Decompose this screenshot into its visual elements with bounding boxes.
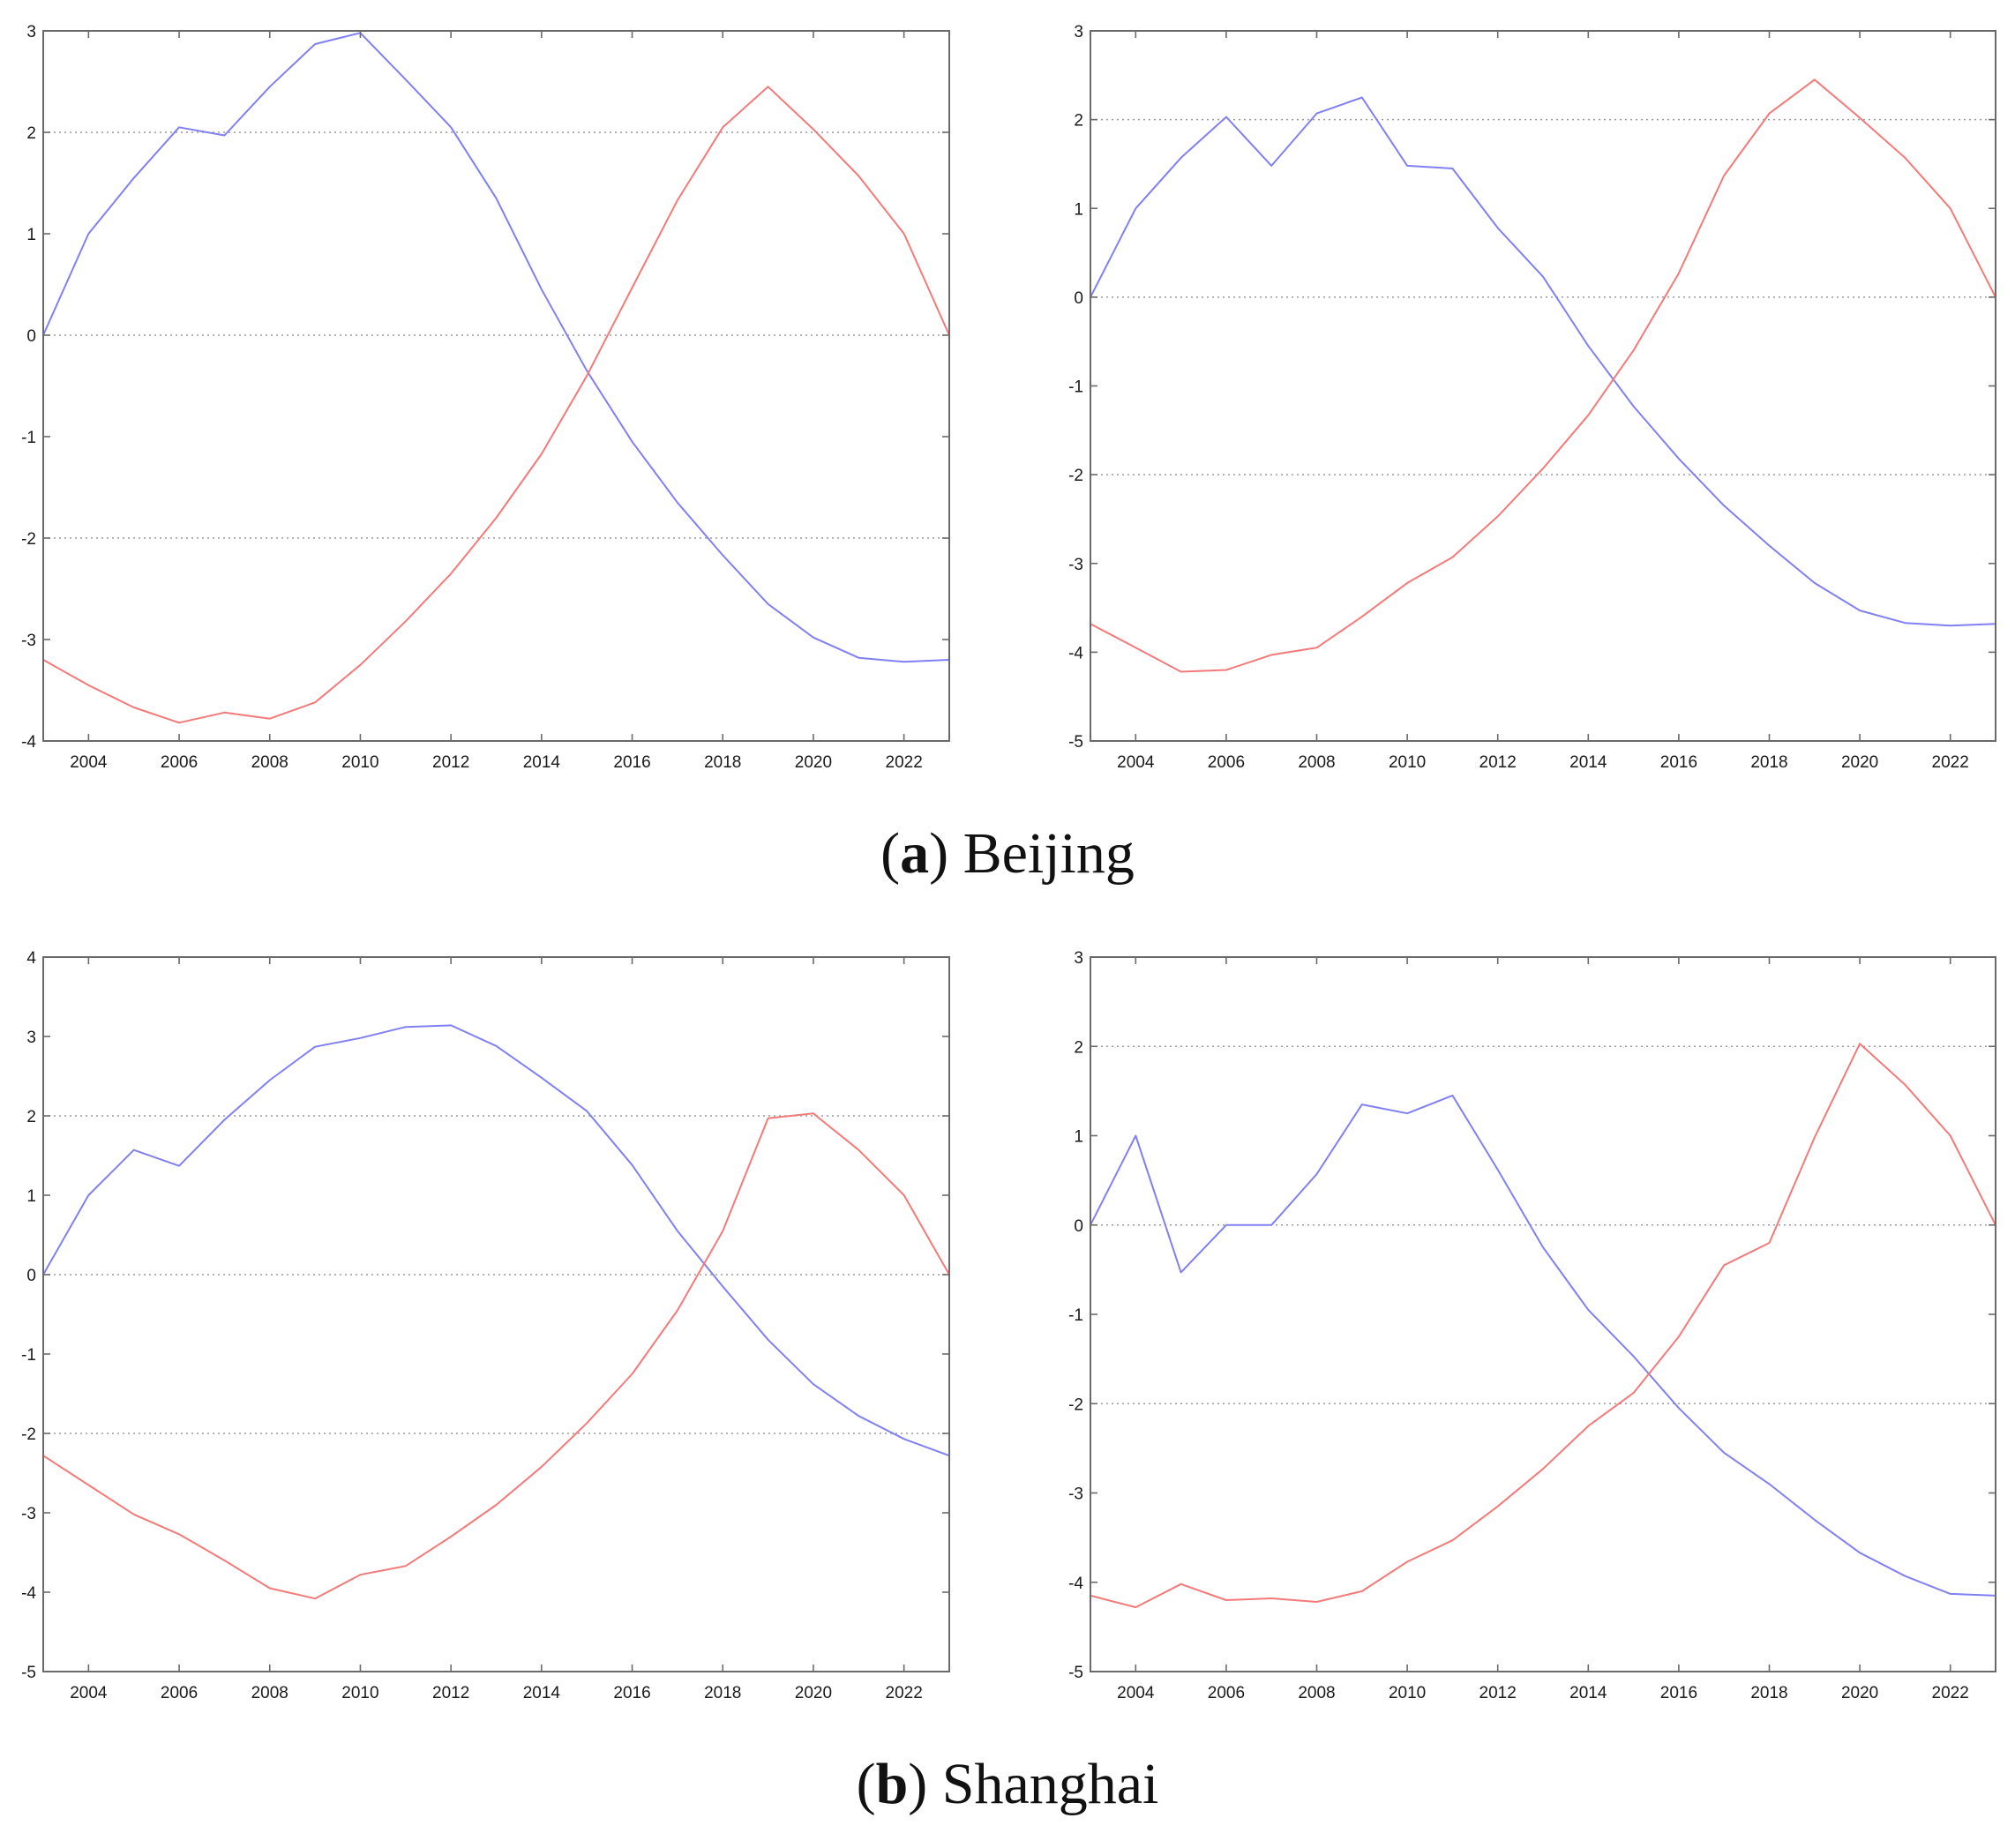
x-tick-label: 2022	[886, 753, 923, 772]
y-tick-label: 2	[26, 124, 36, 143]
x-tick-label: 2014	[523, 753, 561, 772]
x-tick-label: 2012	[1479, 1684, 1517, 1702]
x-tick-label: 2020	[1841, 1684, 1878, 1702]
y-tick-label: -2	[1068, 467, 1083, 485]
x-tick-label: 2010	[341, 753, 378, 772]
y-tick-label: 0	[1074, 289, 1083, 308]
series-line-2	[42, 1112, 950, 1600]
y-tick-label: -5	[1068, 733, 1083, 752]
x-tick-label: 2016	[1660, 753, 1697, 772]
x-tick-label: 2004	[70, 753, 108, 772]
y-tick-label: 1	[1074, 200, 1083, 219]
y-tick-label: 0	[26, 327, 36, 346]
y-tick-label: -3	[1068, 1485, 1083, 1504]
y-tick-label: -5	[21, 1664, 36, 1682]
y-tick-label: 2	[26, 1108, 36, 1126]
series-line-1	[1090, 96, 1996, 627]
x-tick-label: 2012	[432, 1684, 469, 1702]
x-tick-label: 2018	[1750, 1684, 1787, 1702]
x-tick-label: 2010	[341, 1684, 378, 1702]
caption-text-beijing: Beijing	[963, 821, 1135, 886]
plot-frame	[42, 956, 950, 1672]
caption-letter-b: b	[875, 1752, 909, 1816]
y-tick-label: 1	[26, 226, 36, 244]
y-tick-label: -3	[21, 632, 36, 650]
y-tick-label: -3	[1068, 556, 1083, 574]
x-tick-label: 2006	[161, 753, 198, 772]
y-tick-label: 1	[1074, 1128, 1083, 1147]
series-line-1	[42, 1024, 950, 1457]
x-tick-label: 2006	[1208, 1684, 1245, 1702]
x-tick-label: 2016	[1660, 1684, 1697, 1702]
y-tick-label: 3	[26, 23, 36, 41]
x-tick-label: 2018	[704, 753, 741, 772]
x-tick-label: 2012	[432, 753, 469, 772]
y-tick-label: 4	[26, 949, 36, 968]
series-line-1	[1090, 1094, 1996, 1597]
x-tick-label: 2018	[1750, 753, 1787, 772]
x-tick-label: 2020	[795, 753, 832, 772]
x-tick-label: 2008	[251, 1684, 288, 1702]
chart-panel-shanghai-right: 2004 2006 2008 2010 2012 2014 2016 2018 2020 2022…	[1068, 949, 1996, 1702]
x-tick-label: 2016	[613, 753, 650, 772]
caption-text-shanghai: Shanghai	[941, 1752, 1159, 1816]
x-tick-label: 2010	[1389, 1684, 1426, 1702]
x-tick-label: 2010	[1389, 753, 1426, 772]
y-tick-label: -1	[21, 429, 36, 447]
plot-frame	[42, 30, 950, 742]
x-tick-label: 2020	[795, 1684, 832, 1702]
y-tick-label: 3	[1074, 23, 1083, 41]
x-tick-label: 2004	[70, 1684, 108, 1702]
x-tick-label: 2022	[1932, 753, 1969, 772]
x-tick-label: 2006	[1208, 753, 1245, 772]
y-tick-label: -2	[21, 530, 36, 549]
series-line-2	[1090, 1043, 1996, 1609]
y-tick-label: -4	[21, 1584, 36, 1603]
x-tick-label: 2004	[1117, 753, 1155, 772]
caption-letter-a: a	[900, 821, 930, 886]
series-line-2	[1090, 79, 1996, 673]
plot-frame	[1090, 956, 1996, 1672]
y-tick-label: -4	[21, 733, 36, 752]
y-tick-label: -5	[1068, 1664, 1083, 1682]
x-tick-label: 2008	[1298, 753, 1335, 772]
y-tick-label: -4	[1068, 1575, 1083, 1593]
x-tick-label: 2008	[251, 753, 288, 772]
x-tick-label: 2020	[1841, 753, 1878, 772]
caption-shanghai: (b) Shanghai	[856, 1752, 1159, 1816]
series-line-1	[42, 32, 950, 663]
y-tick-label: 1	[26, 1187, 36, 1206]
y-tick-label: -1	[1068, 1306, 1083, 1325]
chart-panel-beijing-right: 2004 2006 2008 2010 2012 2014 2016 2018 2020 2022…	[1068, 23, 1996, 772]
y-tick-label: -3	[21, 1505, 36, 1523]
y-tick-label: 3	[26, 1029, 36, 1047]
chart-panel-shanghai-left: 2004 2006 2008 2010 2012 2014 2016 2018 2020 2022…	[21, 949, 950, 1702]
y-tick-label: -4	[1068, 644, 1083, 662]
y-tick-label: 2	[1074, 1038, 1083, 1057]
chart-panel-beijing-left: 2004 2006 2008 2010 2012 2014 2016 2018 2020 2022…	[21, 23, 950, 772]
x-tick-label: 2014	[523, 1684, 561, 1702]
caption-beijing: (a) Beijing	[880, 821, 1135, 886]
y-tick-label: 0	[26, 1267, 36, 1285]
plot-frame	[1090, 30, 1996, 742]
y-tick-label: 2	[1074, 112, 1083, 131]
y-tick-label: 3	[1074, 949, 1083, 968]
x-tick-label: 2016	[613, 1684, 650, 1702]
y-tick-label: -1	[21, 1346, 36, 1365]
x-tick-label: 2014	[1569, 753, 1607, 772]
y-tick-label: -2	[1068, 1395, 1083, 1414]
y-tick-label: -2	[21, 1425, 36, 1444]
y-tick-label: 0	[1074, 1217, 1083, 1236]
x-tick-label: 2014	[1569, 1684, 1607, 1702]
x-tick-label: 2018	[704, 1684, 741, 1702]
x-tick-label: 2022	[1932, 1684, 1969, 1702]
x-tick-label: 2006	[161, 1684, 198, 1702]
x-tick-label: 2008	[1298, 1684, 1335, 1702]
series-line-2	[42, 86, 950, 724]
x-tick-label: 2004	[1117, 1684, 1155, 1702]
y-tick-label: -1	[1068, 378, 1083, 397]
x-tick-label: 2022	[886, 1684, 923, 1702]
x-tick-label: 2012	[1479, 753, 1517, 772]
